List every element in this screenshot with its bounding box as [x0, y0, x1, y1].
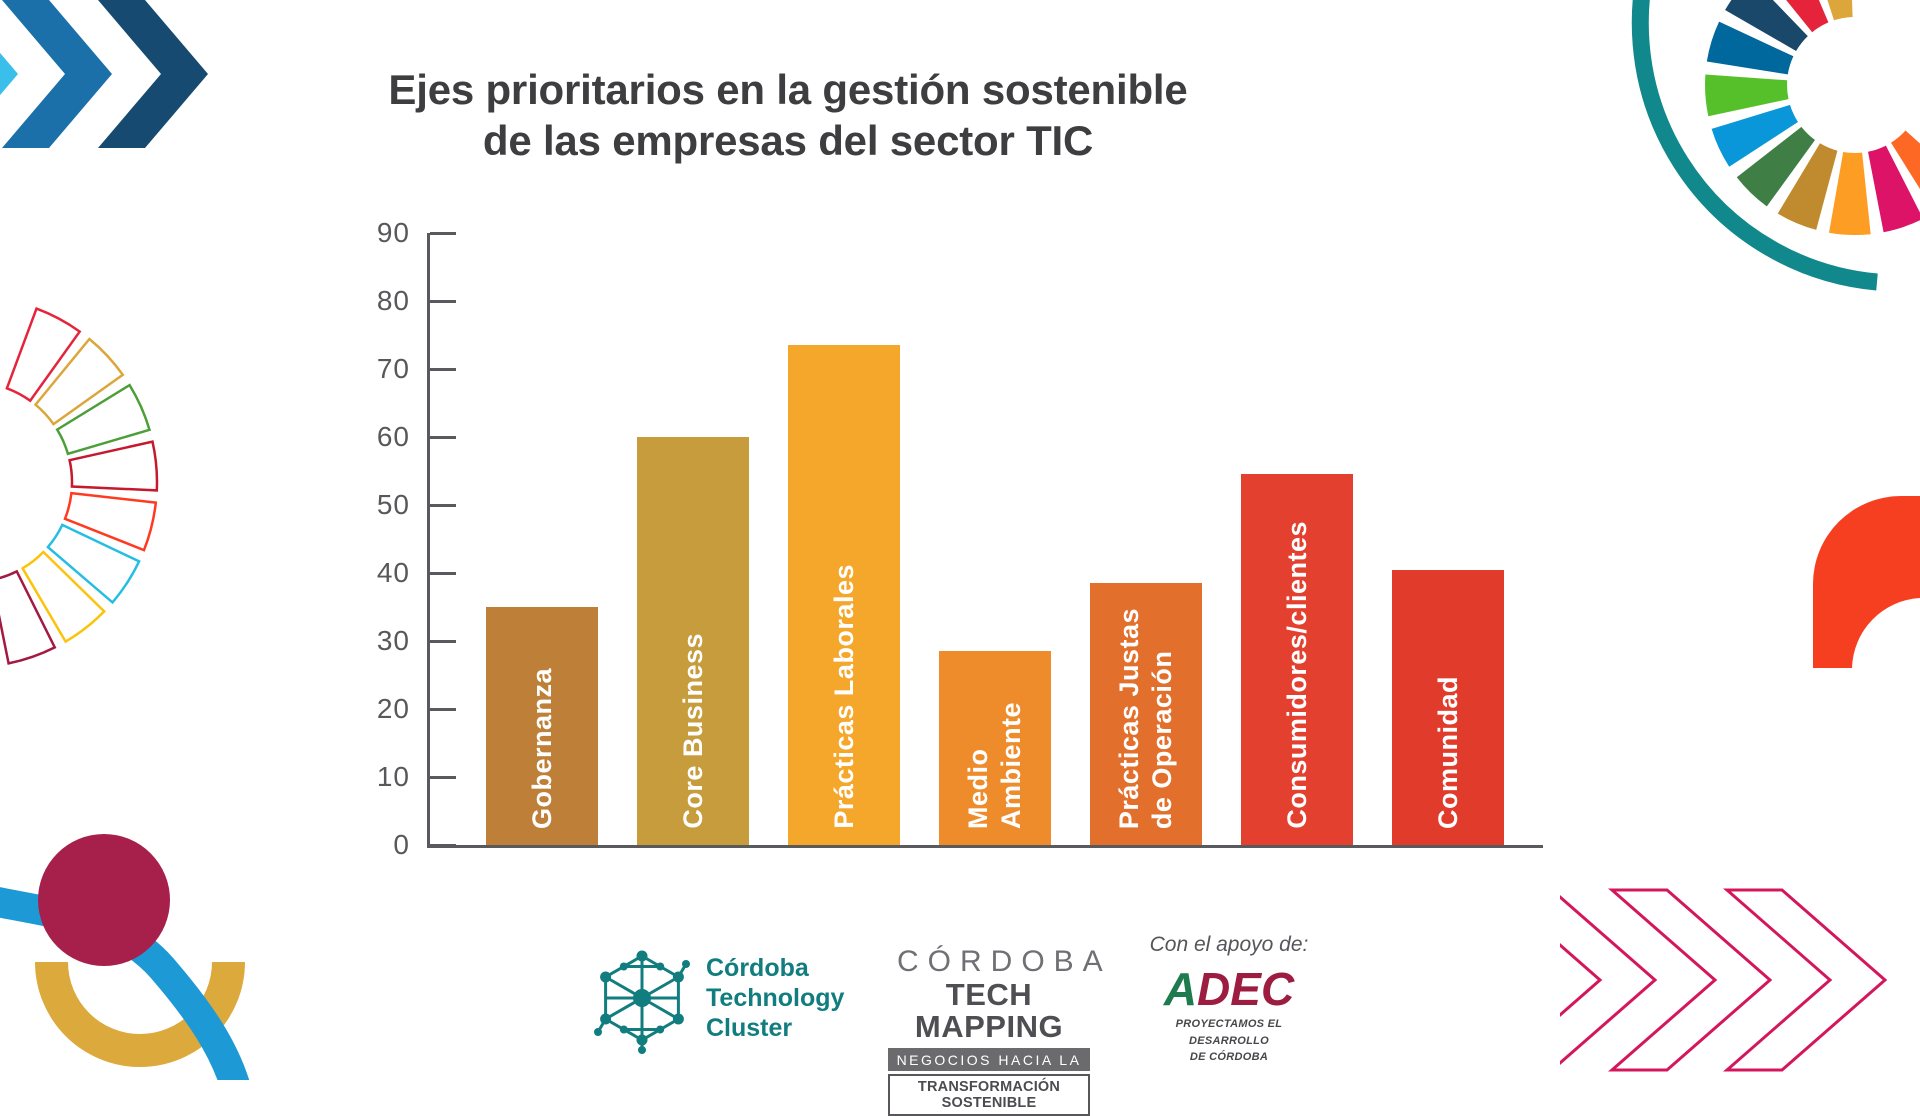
bar-4: Medio Ambiente — [939, 651, 1051, 845]
y-axis-tick — [430, 775, 456, 779]
bar-6: Consumidores/clientes — [1241, 474, 1353, 845]
y-axis-tick — [430, 843, 456, 847]
bar-3: Prácticas Laborales — [788, 345, 900, 845]
gold-arc-icon — [35, 962, 245, 1067]
y-axis-label: 30 — [376, 625, 410, 656]
bar-label: Prácticas Laborales — [828, 564, 859, 829]
tech-mapping-logo: CÓRDOBA TECH MAPPING NEGOCIOS HACIA LA T… — [888, 945, 1112, 1116]
y-axis-label: 10 — [376, 761, 410, 793]
chevron-blue-icon — [2, 0, 112, 148]
adec-logo-a: A — [1163, 963, 1198, 1015]
y-axis-tick — [430, 707, 456, 711]
bottom-left-decoration — [0, 834, 250, 1080]
y-axis-tick — [430, 503, 456, 507]
chevron-outline-icon — [1608, 888, 1773, 1072]
sdg-wheel-segment — [1777, 143, 1838, 230]
chevron-cyan-icon — [0, 52, 18, 96]
y-axis-label: 0 — [393, 829, 410, 860]
chart-title: Ejes prioritarios en la gestión sostenib… — [288, 64, 1288, 166]
ctc-logo: Córdoba Technology Cluster — [592, 942, 844, 1054]
sdg-wheel-decoration — [1631, 0, 1920, 291]
y-axis-label: 90 — [376, 217, 410, 248]
y-axis-tick — [430, 367, 456, 371]
crimson-circle-icon — [38, 834, 170, 966]
y-axis-tick — [430, 639, 456, 643]
outline-wheel-segment — [0, 569, 57, 665]
outline-wheel-segment — [63, 491, 158, 552]
adec-tagline: PROYECTAMOS EL DESARROLLO DE CÓRDOBA — [1175, 1018, 1283, 1064]
bar-label: Gobernanza — [526, 667, 557, 829]
y-axis-tick — [430, 299, 456, 303]
sdg-wheel-segment — [1868, 145, 1920, 233]
outline-wheel-segment — [68, 440, 159, 492]
outline-wheel-segment — [46, 523, 141, 605]
adec-logo-dec: DEC — [1197, 963, 1295, 1015]
y-axis-tick — [430, 231, 456, 235]
teal-arc-icon — [1631, 0, 1878, 291]
sdg-wheel-segment — [1706, 21, 1794, 75]
red-quarter-icon — [1813, 496, 1920, 668]
outline-wheel-segment — [20, 550, 106, 644]
sdg-wheel-segment — [1736, 126, 1815, 207]
sdg-wheel-segment — [1827, 0, 1853, 21]
bar-2: Core Business — [637, 437, 749, 845]
sdg-wheel-segment — [1711, 104, 1798, 167]
chart-title-line2: de las empresas del sector TIC — [482, 117, 1094, 165]
chevron-outline-icon — [1723, 888, 1888, 1072]
sdg-wheel-segment — [1829, 152, 1871, 236]
bar-1: Gobernanza — [486, 607, 598, 845]
y-axis: 0 10 20 30 40 50 60 70 80 90 — [377, 219, 1543, 859]
adec-logo: ADEC — [1146, 965, 1312, 1013]
support-label: Con el apoyo de: — [1149, 933, 1309, 956]
chevron-outline-icon — [1560, 894, 1658, 1066]
bar-label: Prácticas Justas de Operación — [1114, 607, 1177, 829]
bar-label: Comunidad — [1432, 676, 1463, 829]
y-axis-tick — [430, 435, 456, 439]
blue-curve-icon — [0, 887, 250, 1080]
sdg-wheel-segment — [1891, 130, 1920, 190]
bar-7: Comunidad — [1392, 569, 1504, 845]
support-block: Con el apoyo de: ADEC PROYECTAMOS EL DES… — [1146, 933, 1312, 1066]
tech-mapping-title: TECH MAPPING — [914, 976, 1064, 1045]
y-axis-label: 50 — [376, 489, 410, 520]
ctc-logo-text: Córdoba Technology Cluster — [706, 954, 845, 1042]
sdg-wheel-segment — [1705, 74, 1789, 117]
outline-wheel-decoration — [0, 306, 159, 665]
bar-label: Consumidores/clientes — [1281, 521, 1312, 829]
plot-area: 0 10 20 30 40 50 60 70 80 90 Gobernanza Core Busin… — [377, 219, 1543, 859]
red-corner-shape — [1813, 496, 1920, 668]
outline-wheel-segment — [55, 383, 152, 456]
bars-group: Gobernanza Core Business Prácticas Laboral… — [486, 233, 1504, 845]
ctc-hex-network-icon — [594, 950, 690, 1054]
y-axis-label: 40 — [376, 557, 410, 589]
tech-mapping-subtitle-band: NEGOCIOS HACIA LA — [888, 1047, 1090, 1071]
outline-wheel-segment — [33, 337, 125, 426]
bar-5: Prácticas Justas de Operación — [1090, 583, 1202, 845]
sdg-wheel-segment — [1786, 0, 1829, 33]
bar-label: Medio Ambiente — [963, 701, 1026, 829]
y-axis-label: 20 — [376, 693, 410, 725]
tech-mapping-cordoba: CÓRDOBA — [897, 945, 1112, 978]
outline-wheel-segment — [5, 306, 82, 403]
y-axis-label: 60 — [376, 421, 410, 452]
bottom-right-chevrons-decoration — [1560, 888, 1888, 1072]
sdg-wheel-segment — [1725, 0, 1808, 51]
y-axis-label: 70 — [376, 353, 410, 384]
top-left-chevrons-decoration — [0, 0, 208, 148]
bar-label: Core Business — [677, 633, 708, 829]
chevron-navy-icon — [98, 0, 208, 148]
chart-title-line1: Ejes prioritarios en la gestión sostenib… — [388, 66, 1188, 113]
y-axis-tick — [430, 571, 456, 575]
y-axis-label: 80 — [376, 285, 410, 317]
